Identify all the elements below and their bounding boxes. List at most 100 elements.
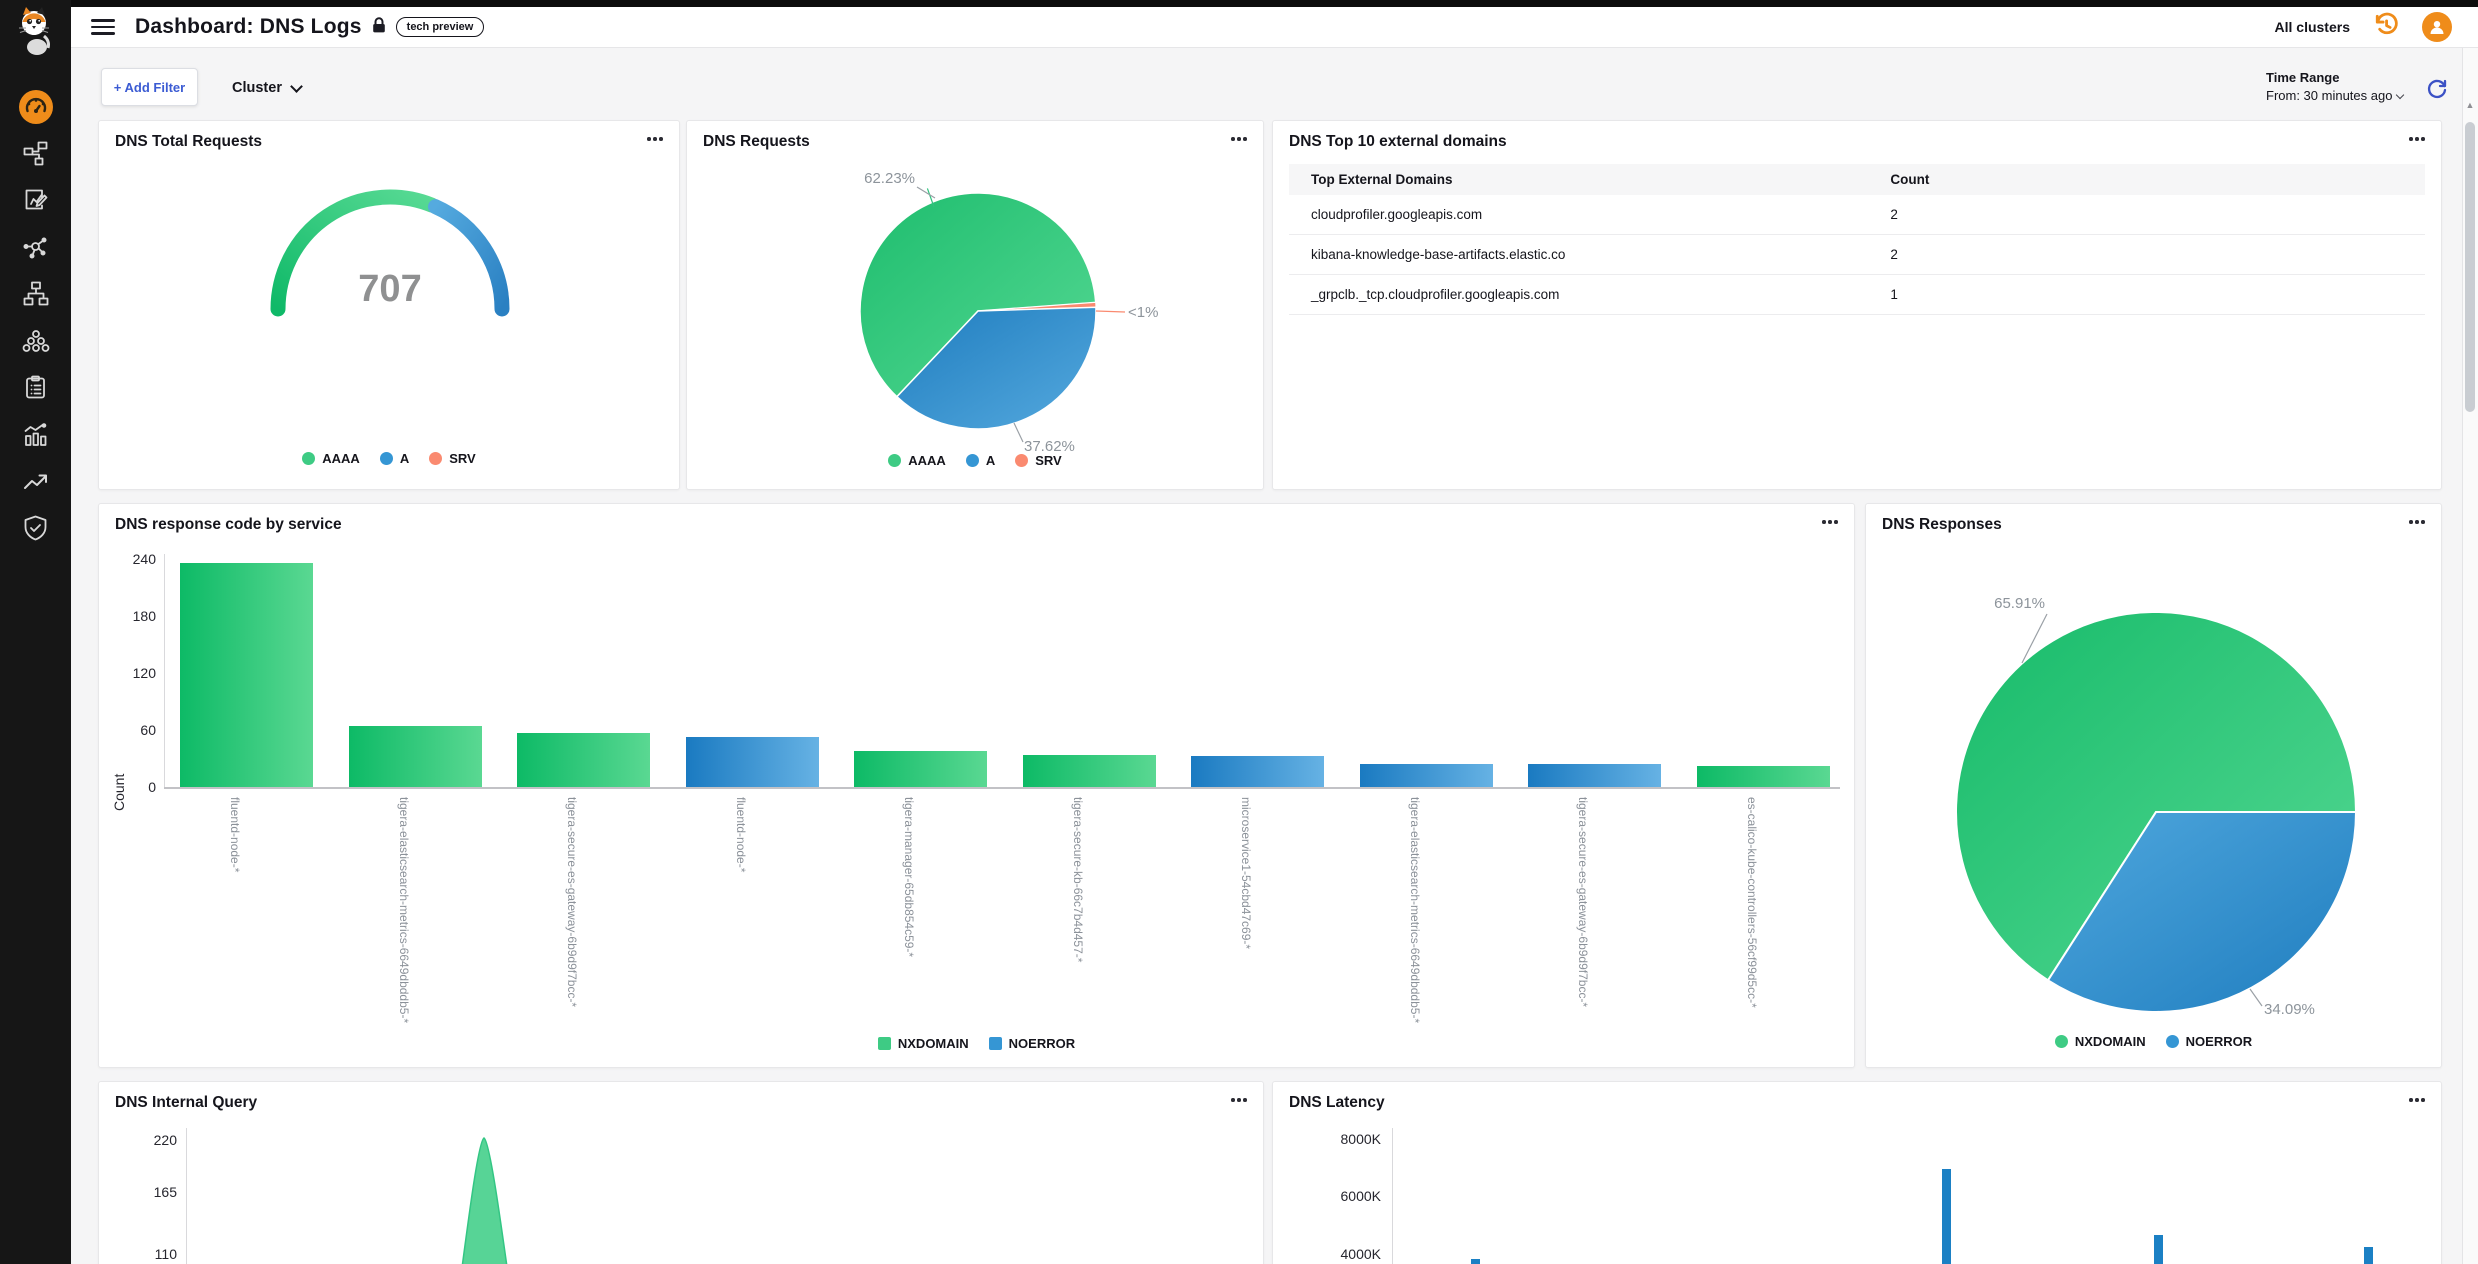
- label-line: [916, 186, 936, 199]
- latency-bar-1[interactable]: [1471, 1259, 1480, 1264]
- legend-label: SRV: [449, 451, 476, 466]
- latency-bar-3[interactable]: [2154, 1235, 2163, 1264]
- column-header-domains: Top External Domains: [1289, 164, 1869, 195]
- card-title: DNS response code by service: [115, 516, 342, 533]
- card-menu-button[interactable]: [647, 137, 663, 141]
- legend-item-srv[interactable]: SRV: [429, 451, 476, 466]
- legend-item-nxdomain[interactable]: NXDOMAIN: [2054, 1034, 2146, 1049]
- table-row[interactable]: cloudprofiler.googleapis.com 2: [1289, 195, 2425, 235]
- label-line: [1095, 310, 1126, 313]
- chevron-down-icon: [290, 79, 303, 93]
- scrollbar-thumb[interactable]: [2465, 122, 2475, 412]
- bar-7-noerror[interactable]: [1191, 756, 1324, 787]
- scrollbar-up-arrow[interactable]: ▲: [2465, 100, 2475, 110]
- legend-item-aaaa[interactable]: AAAA: [888, 453, 946, 468]
- chart-legend: AAAA A SRV: [687, 453, 1263, 468]
- sidebar-item-workloads[interactable]: [0, 327, 71, 354]
- cluster-dropdown[interactable]: Cluster: [232, 77, 303, 99]
- x-axis-label: es-calico-kube-controllers-56cf99d5cc-*: [1744, 797, 1759, 1008]
- sidebar-item-dashboard[interactable]: [0, 89, 71, 125]
- sidebar-item-service-graph[interactable]: [0, 233, 71, 260]
- sidebar-item-security[interactable]: [0, 514, 71, 542]
- bar-1-nxdomain[interactable]: [180, 563, 313, 787]
- card-menu-button[interactable]: [2409, 137, 2425, 141]
- table-row[interactable]: kibana-knowledge-base-artifacts.elastic.…: [1289, 234, 2425, 275]
- bar-3-nxdomain[interactable]: [517, 733, 650, 787]
- legend-swatch: [988, 1037, 1002, 1050]
- time-range-control[interactable]: Time Range From: 30 minutes ago: [2266, 70, 2416, 103]
- gauge-segment-a[interactable]: [428, 199, 510, 317]
- card-title: DNS Internal Query: [115, 1094, 258, 1111]
- bar-2-nxdomain[interactable]: [348, 726, 482, 787]
- y-axis-line: [1392, 1128, 1393, 1264]
- pie-slice-noerror[interactable]: [2046, 811, 2358, 1013]
- card-menu-button[interactable]: [2409, 1098, 2425, 1102]
- add-filter-button[interactable]: + Add Filter: [101, 68, 198, 106]
- legend-item-a[interactable]: A: [379, 451, 409, 466]
- legend-item-aaaa[interactable]: AAAA: [302, 451, 360, 466]
- app-header: Dashboard: DNS Logs tech preview All clu…: [71, 7, 2478, 48]
- cluster-scope-selector[interactable]: All clusters: [2274, 19, 2350, 35]
- y-tick: 4000K: [1340, 1246, 1381, 1262]
- sidebar-item-trends[interactable]: [0, 469, 71, 495]
- user-avatar[interactable]: [2422, 12, 2452, 42]
- legend-item-srv[interactable]: SRV: [1015, 453, 1062, 468]
- card-menu-button[interactable]: [1231, 1098, 1247, 1102]
- bar-9-noerror[interactable]: [1528, 764, 1661, 787]
- cell-count: 2: [1868, 195, 2425, 235]
- refresh-button[interactable]: [2425, 76, 2449, 105]
- time-range-title: Time Range: [2266, 70, 2340, 85]
- legend-item-a[interactable]: A: [965, 453, 996, 468]
- sidebar-item-hosts-tree[interactable]: [0, 280, 71, 307]
- pie-slice-a[interactable]: [895, 306, 1097, 430]
- pie-slice-aaaa[interactable]: [859, 192, 1097, 398]
- bar-5-nxdomain[interactable]: [854, 751, 987, 787]
- card-menu-button[interactable]: [1231, 137, 1247, 141]
- pie-pct-label: 34.09%: [2264, 1001, 2315, 1018]
- bar-6-nxdomain[interactable]: [1022, 755, 1156, 787]
- legend-item-noerror[interactable]: NOERROR: [2165, 1034, 2253, 1049]
- pie-slice-nxdomain[interactable]: [1955, 610, 2358, 982]
- area-series-spike[interactable]: [435, 1137, 535, 1264]
- label-line: [2249, 988, 2263, 1007]
- sidebar-item-statistics[interactable]: [0, 421, 71, 448]
- card-menu-button[interactable]: [1822, 520, 1838, 524]
- x-axis-label: tigera-manager-65db854c59-*: [902, 797, 916, 958]
- pie-pct-label: 65.91%: [1994, 595, 2045, 612]
- latency-bar-2[interactable]: [1942, 1169, 1951, 1264]
- table-row[interactable]: _grpclb._tcp.cloudprofiler.googleapis.co…: [1289, 274, 2425, 315]
- bar-4-noerror[interactable]: [685, 737, 819, 787]
- lock-icon: [372, 17, 386, 39]
- bar-8-noerror[interactable]: [1359, 764, 1493, 787]
- history-icon[interactable]: [2372, 11, 2400, 44]
- menu-hamburger-icon[interactable]: [91, 15, 115, 40]
- y-tick: 220: [153, 1132, 177, 1148]
- latency-bar-4[interactable]: [2364, 1247, 2373, 1264]
- legend-label: AAAA: [322, 451, 360, 466]
- calico-cat-logo[interactable]: [0, 6, 71, 56]
- legend-label: A: [985, 453, 996, 468]
- sidebar-item-policies[interactable]: [0, 186, 71, 213]
- legend-item-noerror[interactable]: NOERROR: [988, 1036, 1075, 1051]
- chart-legend: NXDOMAIN NOERROR: [1866, 1034, 2441, 1049]
- card-menu-button[interactable]: [2409, 520, 2425, 524]
- sidebar-item-network-topology[interactable]: [0, 140, 71, 167]
- legend-label: AAAA: [908, 453, 946, 468]
- time-range-value[interactable]: From: 30 minutes ago: [2266, 88, 2416, 103]
- label-line: [2021, 613, 2048, 664]
- bar-10-nxdomain[interactable]: [1696, 766, 1830, 787]
- y-tick: 6000K: [1340, 1188, 1381, 1204]
- card-title: DNS Top 10 external domains: [1289, 133, 1507, 150]
- chart-legend: AAAA A SRV: [99, 451, 679, 466]
- card-title: DNS Responses: [1882, 516, 2002, 533]
- y-tick: 0: [148, 779, 156, 795]
- legend-item-nxdomain[interactable]: NXDOMAIN: [877, 1036, 969, 1051]
- gauge-segment-aaaa[interactable]: [270, 189, 440, 317]
- legend-swatch: [877, 1037, 891, 1050]
- legend-dot: [429, 452, 443, 465]
- card-dns-internal-query: DNS Internal Query 220 165 110: [98, 1081, 1264, 1264]
- sidebar-item-compliance[interactable]: [0, 374, 71, 401]
- legend-label: NOERROR: [2185, 1034, 2253, 1049]
- column-header-count: Count: [1868, 164, 2425, 195]
- pie-pct-label: 37.62%: [1024, 438, 1075, 453]
